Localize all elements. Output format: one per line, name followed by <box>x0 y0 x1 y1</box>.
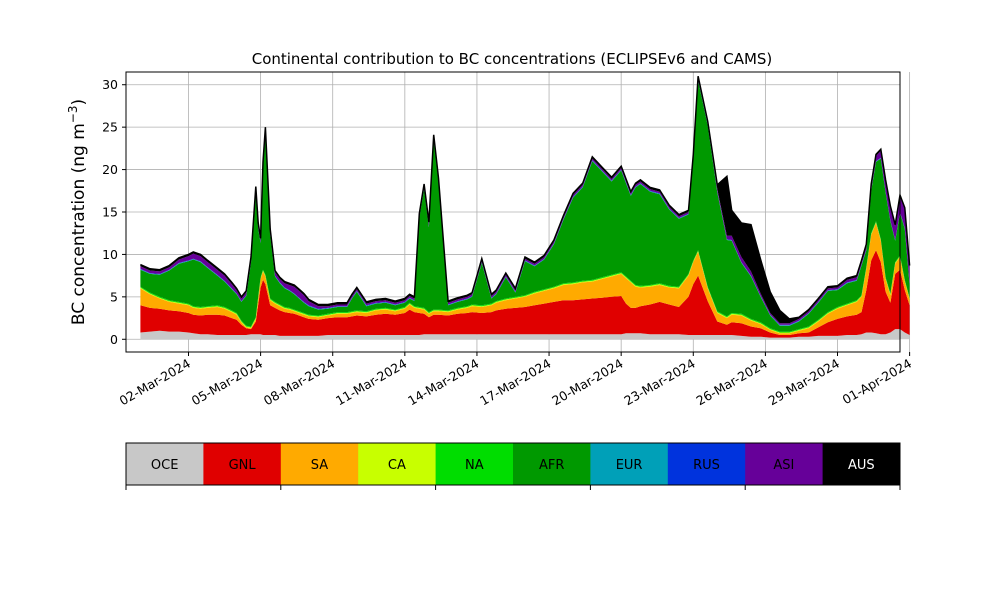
legend-swatch-oce <box>126 443 204 485</box>
legend-label-gnl: GNL <box>229 458 257 473</box>
legend-label-eur: EUR <box>616 458 643 473</box>
x-tick-label: 05-Mar-2024 <box>189 356 265 409</box>
x-tick-label: 01-Apr-2024 <box>840 356 914 408</box>
x-tick-label: 29-Mar-2024 <box>766 356 842 409</box>
x-tick-label: 14-Mar-2024 <box>405 356 481 409</box>
legend-label-aus: AUS <box>848 458 875 473</box>
y-tick-label: 25 <box>102 120 118 135</box>
legend-label-ca: CA <box>388 458 406 473</box>
area-gnl <box>140 250 910 338</box>
y-tick-label: 10 <box>102 247 118 262</box>
y-axis-label-main: BC concentration (ng m <box>69 123 89 325</box>
x-tick-label: 02-Mar-2024 <box>117 356 193 409</box>
y-tick-label: 5 <box>110 289 118 304</box>
y-tick-label: 15 <box>102 205 118 220</box>
legend-label-asi: ASI <box>773 458 794 473</box>
y-tick-label: 30 <box>102 77 118 92</box>
legend-colorbar: OCE GNL SA CA NA AFR EUR RUS ASI AUS <box>125 442 901 490</box>
legend-swatch-afr <box>513 443 591 485</box>
legend-swatch-na <box>435 443 514 485</box>
legend-swatch-ca <box>358 443 437 485</box>
legend-label-na: NA <box>465 458 484 473</box>
x-tick-label: 23-Mar-2024 <box>621 356 697 409</box>
legend-label-rus: RUS <box>693 458 720 473</box>
y-axis-label-superscript: −3 <box>66 105 80 123</box>
x-tick-label: 20-Mar-2024 <box>549 356 625 409</box>
x-tick-label: 08-Mar-2024 <box>261 356 337 409</box>
legend-swatch-asi <box>745 443 824 485</box>
legend-swatch-sa <box>280 443 359 485</box>
y-tick-label: 0 <box>110 332 118 347</box>
y-tick-label: 20 <box>102 162 118 177</box>
x-tick-label: 17-Mar-2024 <box>477 356 553 409</box>
legend-label-oce: OCE <box>151 458 179 473</box>
legend-label-afr: AFR <box>539 458 564 473</box>
y-axis-label-close: ) <box>69 99 89 106</box>
axes: 0 5 10 15 20 25 30 02-Mar-202405-Mar-202408-Mar… <box>102 71 914 409</box>
area-series <box>140 76 911 340</box>
legend-label-sa: SA <box>311 458 328 473</box>
x-tick-label: 11-Mar-2024 <box>333 356 409 409</box>
legend-swatch-aus <box>822 443 901 485</box>
legend-swatch-gnl <box>203 443 282 485</box>
legend-frame <box>125 442 901 486</box>
legend-swatch-eur <box>590 443 669 485</box>
legend-swatch-rus <box>667 443 746 485</box>
chart-title: Continental contribution to BC concentra… <box>252 50 773 68</box>
total-line <box>140 76 911 320</box>
area-afr <box>140 80 910 332</box>
y-axis-label: BC concentration (ng m−3) <box>66 99 89 325</box>
x-tick-label: 26-Mar-2024 <box>694 356 770 409</box>
